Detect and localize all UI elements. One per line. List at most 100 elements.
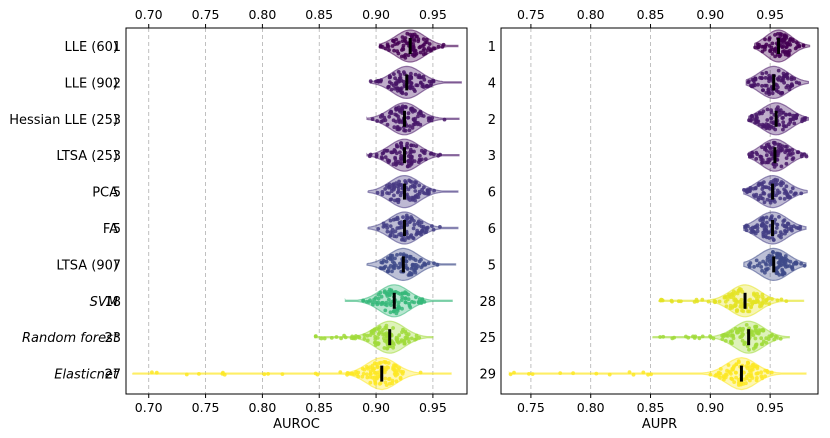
data-point [394, 151, 399, 156]
x-tick-label-top: 0.85 [637, 7, 665, 22]
data-point [435, 263, 440, 267]
method-label: FA [103, 222, 118, 237]
data-point [387, 297, 391, 302]
data-point [658, 298, 663, 303]
data-point [772, 165, 777, 169]
data-point [400, 306, 404, 311]
rank-label: 3 [113, 113, 121, 128]
rank-label: 28 [479, 295, 496, 310]
data-point [769, 370, 774, 375]
data-point [571, 371, 575, 376]
data-point [349, 371, 354, 376]
data-point [385, 184, 389, 188]
method-label: LLE (60) [64, 40, 118, 55]
data-point [765, 258, 770, 262]
data-point [396, 114, 400, 119]
data-point [775, 271, 780, 275]
data-point [421, 74, 426, 79]
data-point [374, 154, 379, 159]
data-point [735, 309, 739, 314]
data-point [744, 323, 749, 327]
data-point [380, 156, 385, 161]
data-point [778, 143, 782, 147]
data-point [646, 372, 650, 377]
data-point [408, 185, 413, 189]
data-point [723, 339, 728, 343]
data-point [411, 143, 416, 148]
data-point [375, 119, 380, 123]
data-point [658, 335, 662, 339]
data-point [797, 43, 802, 48]
data-point [402, 128, 406, 133]
data-point [773, 140, 777, 145]
data-point [385, 148, 390, 153]
data-point [770, 235, 775, 240]
data-point [408, 152, 412, 157]
data-point [775, 32, 780, 36]
data-point [728, 306, 733, 311]
data-point [787, 39, 792, 44]
data-point [391, 342, 396, 347]
data-point [778, 108, 783, 113]
data-point [756, 45, 760, 50]
rank-label: 4 [488, 76, 496, 91]
data-point [313, 334, 318, 339]
data-point [412, 48, 416, 53]
rank-label: 3 [488, 149, 496, 164]
data-point [735, 329, 740, 334]
data-point [393, 198, 397, 203]
data-point [419, 257, 423, 262]
data-point [754, 150, 759, 155]
data-point [424, 83, 429, 88]
violin-body [658, 284, 805, 318]
data-point [396, 70, 401, 74]
data-point [700, 334, 705, 339]
data-point [329, 336, 334, 340]
data-point [700, 297, 705, 302]
data-point [388, 344, 393, 349]
data-point [763, 261, 768, 266]
data-point [410, 160, 414, 165]
data-point [425, 189, 430, 194]
data-point [374, 362, 379, 366]
data-point [784, 299, 789, 303]
data-point [412, 37, 417, 42]
data-point [781, 38, 786, 43]
violin-points [367, 141, 442, 169]
data-point [398, 292, 402, 296]
data-point [413, 182, 417, 187]
data-point [428, 48, 433, 53]
data-point [401, 47, 406, 52]
data-point [789, 190, 793, 194]
data-point [388, 224, 393, 229]
violin-points [368, 70, 436, 96]
data-point [352, 372, 356, 376]
data-point [419, 148, 424, 153]
data-point [757, 261, 762, 266]
data-point [154, 370, 159, 375]
data-point [709, 335, 713, 340]
data-point [395, 78, 400, 83]
data-point [378, 266, 383, 270]
data-point [783, 150, 787, 155]
method-label: LLE (90) [64, 76, 118, 91]
data-point [708, 372, 713, 377]
data-point [416, 300, 421, 304]
data-point [788, 117, 793, 122]
data-point [758, 304, 762, 309]
data-point [400, 295, 405, 300]
data-point [763, 374, 767, 379]
data-point [736, 359, 741, 363]
data-point [421, 37, 426, 41]
data-point [376, 227, 381, 231]
data-point [779, 259, 784, 263]
data-point [762, 200, 767, 205]
data-point [661, 334, 666, 339]
data-point [734, 370, 738, 375]
rank-label: 25 [479, 331, 496, 346]
data-point [398, 150, 402, 155]
data-point [383, 155, 388, 160]
data-point [760, 49, 765, 54]
data-point [747, 372, 751, 377]
data-point [413, 337, 417, 342]
